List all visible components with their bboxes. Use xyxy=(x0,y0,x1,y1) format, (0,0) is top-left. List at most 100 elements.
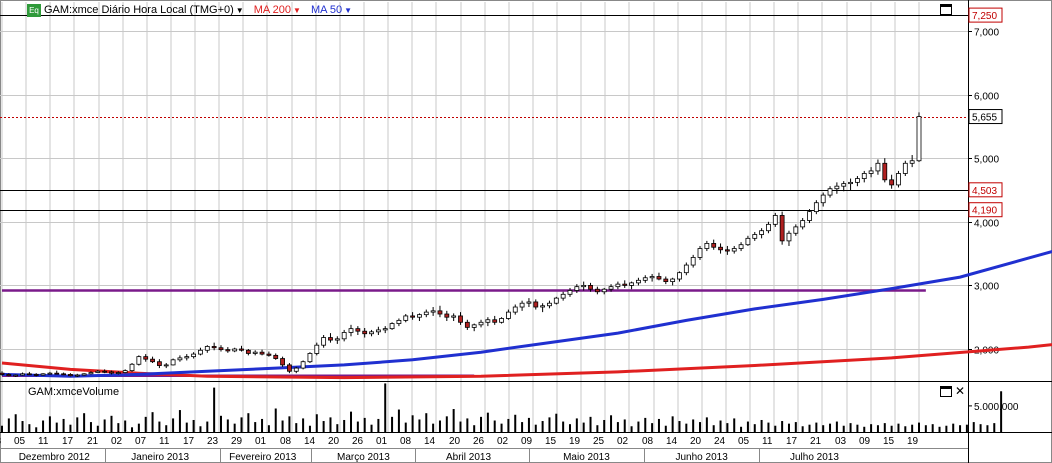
candle-body xyxy=(245,349,251,354)
volume-bar xyxy=(931,424,934,432)
volume-bar xyxy=(562,421,565,432)
x-tick-label: 21 xyxy=(810,436,822,447)
x-tick-label: 01 xyxy=(255,436,267,447)
volume-bar xyxy=(1000,391,1003,432)
close-volume-panel-icon[interactable]: ✕ xyxy=(955,384,966,398)
maximize-price-panel-icon[interactable] xyxy=(940,4,952,15)
volume-bar xyxy=(890,425,893,432)
volume-bar xyxy=(870,424,873,432)
volume-bar xyxy=(425,413,428,432)
volume-bar xyxy=(719,420,722,432)
price-candle xyxy=(793,224,799,236)
price-candle xyxy=(369,329,374,337)
y-tick-label: 7,000 xyxy=(974,28,999,39)
price-candle xyxy=(902,160,908,177)
price-candle xyxy=(423,309,429,318)
candle-body xyxy=(61,373,66,376)
volume-bar xyxy=(904,426,907,432)
x-tick-label: 23 xyxy=(0,436,2,447)
candle-body xyxy=(423,311,429,316)
price-candle xyxy=(273,353,279,360)
candle-body xyxy=(177,357,183,361)
volume-panel-label: GAM:xmceVolume xyxy=(28,386,120,398)
candle-body xyxy=(889,179,895,186)
x-tick-label: 15 xyxy=(883,436,895,447)
volume-bar xyxy=(7,418,10,432)
price-candle xyxy=(848,178,853,190)
candle-body xyxy=(252,351,258,354)
volume-bar xyxy=(418,419,421,432)
price-candle xyxy=(499,317,504,324)
price-candle xyxy=(211,342,217,351)
chart-header: Eq GAM:xmce Diário Hora Local (TMG+0) ▼ M… xyxy=(27,2,352,18)
volume-bar xyxy=(432,423,435,432)
price-candle xyxy=(601,287,607,295)
price-candle xyxy=(245,349,251,356)
price-candle xyxy=(6,373,12,377)
price-candle xyxy=(300,360,306,370)
candle-body xyxy=(0,372,5,375)
ma200-legend[interactable]: MA 200 ▼ xyxy=(254,4,301,16)
volume-bar xyxy=(616,422,619,432)
volume-bar xyxy=(1,425,3,432)
chart-title-text: GAM:xmce Diário Hora Local (TMG+0) xyxy=(44,4,234,16)
volume-bar xyxy=(568,424,571,432)
price-candle xyxy=(218,345,224,352)
volume-bar xyxy=(876,425,879,432)
candle-body xyxy=(540,305,546,308)
ma50-legend[interactable]: MA 50 ▼ xyxy=(311,4,352,16)
price-candle xyxy=(588,282,593,292)
candle-body xyxy=(198,349,203,355)
title-dropdown-icon[interactable]: ▼ xyxy=(235,6,244,15)
x-tick-label: 14 xyxy=(304,436,316,447)
candle-body xyxy=(20,373,25,376)
volume-bar xyxy=(486,412,489,432)
candle-body xyxy=(629,282,634,286)
candle-body xyxy=(690,257,696,266)
price-candle xyxy=(506,309,511,320)
candle-body xyxy=(827,188,833,196)
volume-bar xyxy=(343,419,346,432)
volume-bar xyxy=(883,423,886,432)
price-candle xyxy=(615,281,621,290)
candle-body xyxy=(471,324,477,328)
candle-body xyxy=(321,337,327,346)
month-label: Fevereiro 2013 xyxy=(229,452,297,463)
price-candle xyxy=(198,347,203,356)
maximize-volume-panel-icon[interactable] xyxy=(940,386,952,397)
price-candle xyxy=(252,350,258,356)
candle-body xyxy=(150,358,155,363)
price-candle xyxy=(677,271,682,282)
ma50-dropdown-icon[interactable]: ▼ xyxy=(344,6,353,15)
x-tick-label: 20 xyxy=(449,436,461,447)
volume-bar xyxy=(678,421,681,432)
candle-body xyxy=(239,348,244,351)
price-tag-box xyxy=(968,202,1003,218)
chart-title[interactable]: GAM:xmce Diário Hora Local (TMG+0) ▼ xyxy=(44,4,244,16)
candle-body xyxy=(711,243,717,248)
price-candle xyxy=(827,186,833,198)
volume-bar xyxy=(815,422,818,432)
volume-bar xyxy=(829,423,832,432)
x-tick-label: 19 xyxy=(569,436,581,447)
candle-body xyxy=(574,286,580,291)
volume-bar xyxy=(555,413,558,432)
candle-body xyxy=(622,283,628,286)
price-candle xyxy=(464,319,470,330)
candle-body xyxy=(567,290,573,295)
candle-body xyxy=(225,349,231,352)
x-tick-label: 02 xyxy=(497,436,509,447)
price-candle xyxy=(526,298,532,308)
price-candle xyxy=(690,254,696,268)
price-candle xyxy=(88,371,94,375)
volume-bar xyxy=(274,408,277,432)
candle-body xyxy=(855,178,860,183)
volume-bar xyxy=(288,416,291,432)
ma200-dropdown-icon[interactable]: ▼ xyxy=(293,6,301,15)
price-candle xyxy=(594,286,600,295)
volume-bar xyxy=(48,416,51,432)
candle-body xyxy=(444,313,450,318)
price-candle xyxy=(156,359,162,369)
candle-body xyxy=(588,284,593,290)
